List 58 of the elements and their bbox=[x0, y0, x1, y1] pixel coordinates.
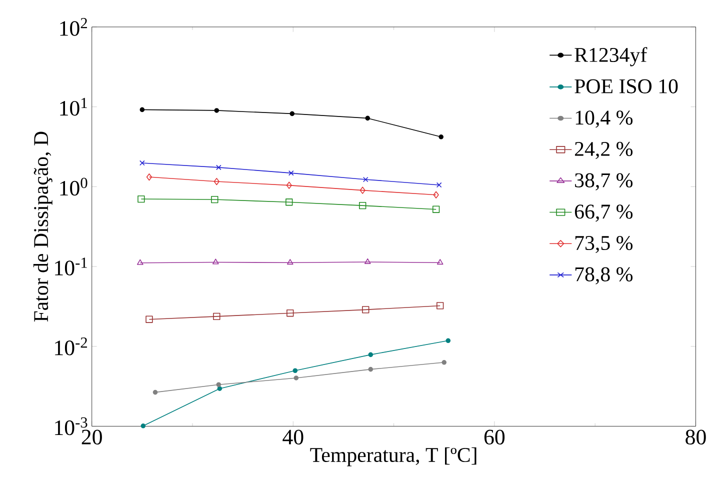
x-tick-label: 40 bbox=[282, 430, 304, 444]
point bbox=[146, 173, 152, 181]
point bbox=[214, 178, 220, 186]
y-tick-label: 10$^{-2}$ bbox=[55, 337, 87, 356]
legend-label: 10,4 % bbox=[576, 110, 633, 128]
point bbox=[368, 352, 374, 358]
y-tick-label: 10$^{1}$ bbox=[60, 98, 87, 116]
point bbox=[365, 116, 370, 121]
point bbox=[362, 176, 368, 182]
point bbox=[211, 196, 218, 204]
point bbox=[212, 258, 219, 264]
point bbox=[294, 376, 299, 380]
point bbox=[359, 202, 366, 210]
y-axis-title: Fator de Dissipação, D bbox=[33, 132, 52, 322]
point bbox=[446, 338, 451, 343]
point bbox=[432, 206, 440, 213]
legend-label: 38,7 % bbox=[575, 173, 633, 190]
point bbox=[213, 312, 220, 320]
point bbox=[140, 160, 145, 166]
point bbox=[292, 368, 298, 373]
legend-label: R1234yf bbox=[574, 47, 648, 66]
point bbox=[140, 107, 145, 112]
point bbox=[138, 195, 145, 203]
point bbox=[368, 366, 374, 372]
point bbox=[436, 302, 444, 310]
legend-label: 73,5 % bbox=[575, 236, 633, 253]
legend-label: 66,7 % bbox=[574, 204, 633, 222]
point bbox=[217, 386, 222, 391]
legend-label: POE ISO 10 bbox=[574, 79, 678, 94]
legend-label: 24,2 % bbox=[574, 142, 633, 159]
legend-label: 78,8 % bbox=[575, 267, 633, 284]
x-tick-label: 80 bbox=[686, 430, 706, 444]
point bbox=[286, 182, 292, 189]
point bbox=[152, 390, 158, 395]
point bbox=[436, 258, 444, 265]
point bbox=[136, 259, 144, 265]
point bbox=[362, 306, 370, 314]
point bbox=[438, 134, 444, 140]
point bbox=[140, 423, 146, 428]
point bbox=[364, 258, 371, 264]
point bbox=[216, 382, 222, 387]
y-tick-label: 10$^{2}$ bbox=[60, 18, 87, 36]
point bbox=[146, 316, 153, 323]
point bbox=[288, 170, 294, 176]
point bbox=[433, 191, 439, 198]
y-tick-label: 10$^{-1}$ bbox=[55, 258, 87, 276]
point bbox=[216, 164, 222, 170]
x-tick-label: 60 bbox=[484, 430, 505, 444]
point bbox=[290, 111, 295, 116]
point bbox=[214, 108, 220, 113]
point bbox=[436, 182, 442, 188]
point bbox=[286, 258, 294, 265]
x-axis-title: Temperatura, T [ºC] bbox=[310, 447, 476, 466]
point bbox=[286, 198, 293, 206]
point bbox=[286, 309, 294, 317]
point bbox=[360, 186, 366, 194]
point bbox=[442, 360, 447, 365]
y-tick-label: 10$^{0}$ bbox=[60, 178, 88, 196]
